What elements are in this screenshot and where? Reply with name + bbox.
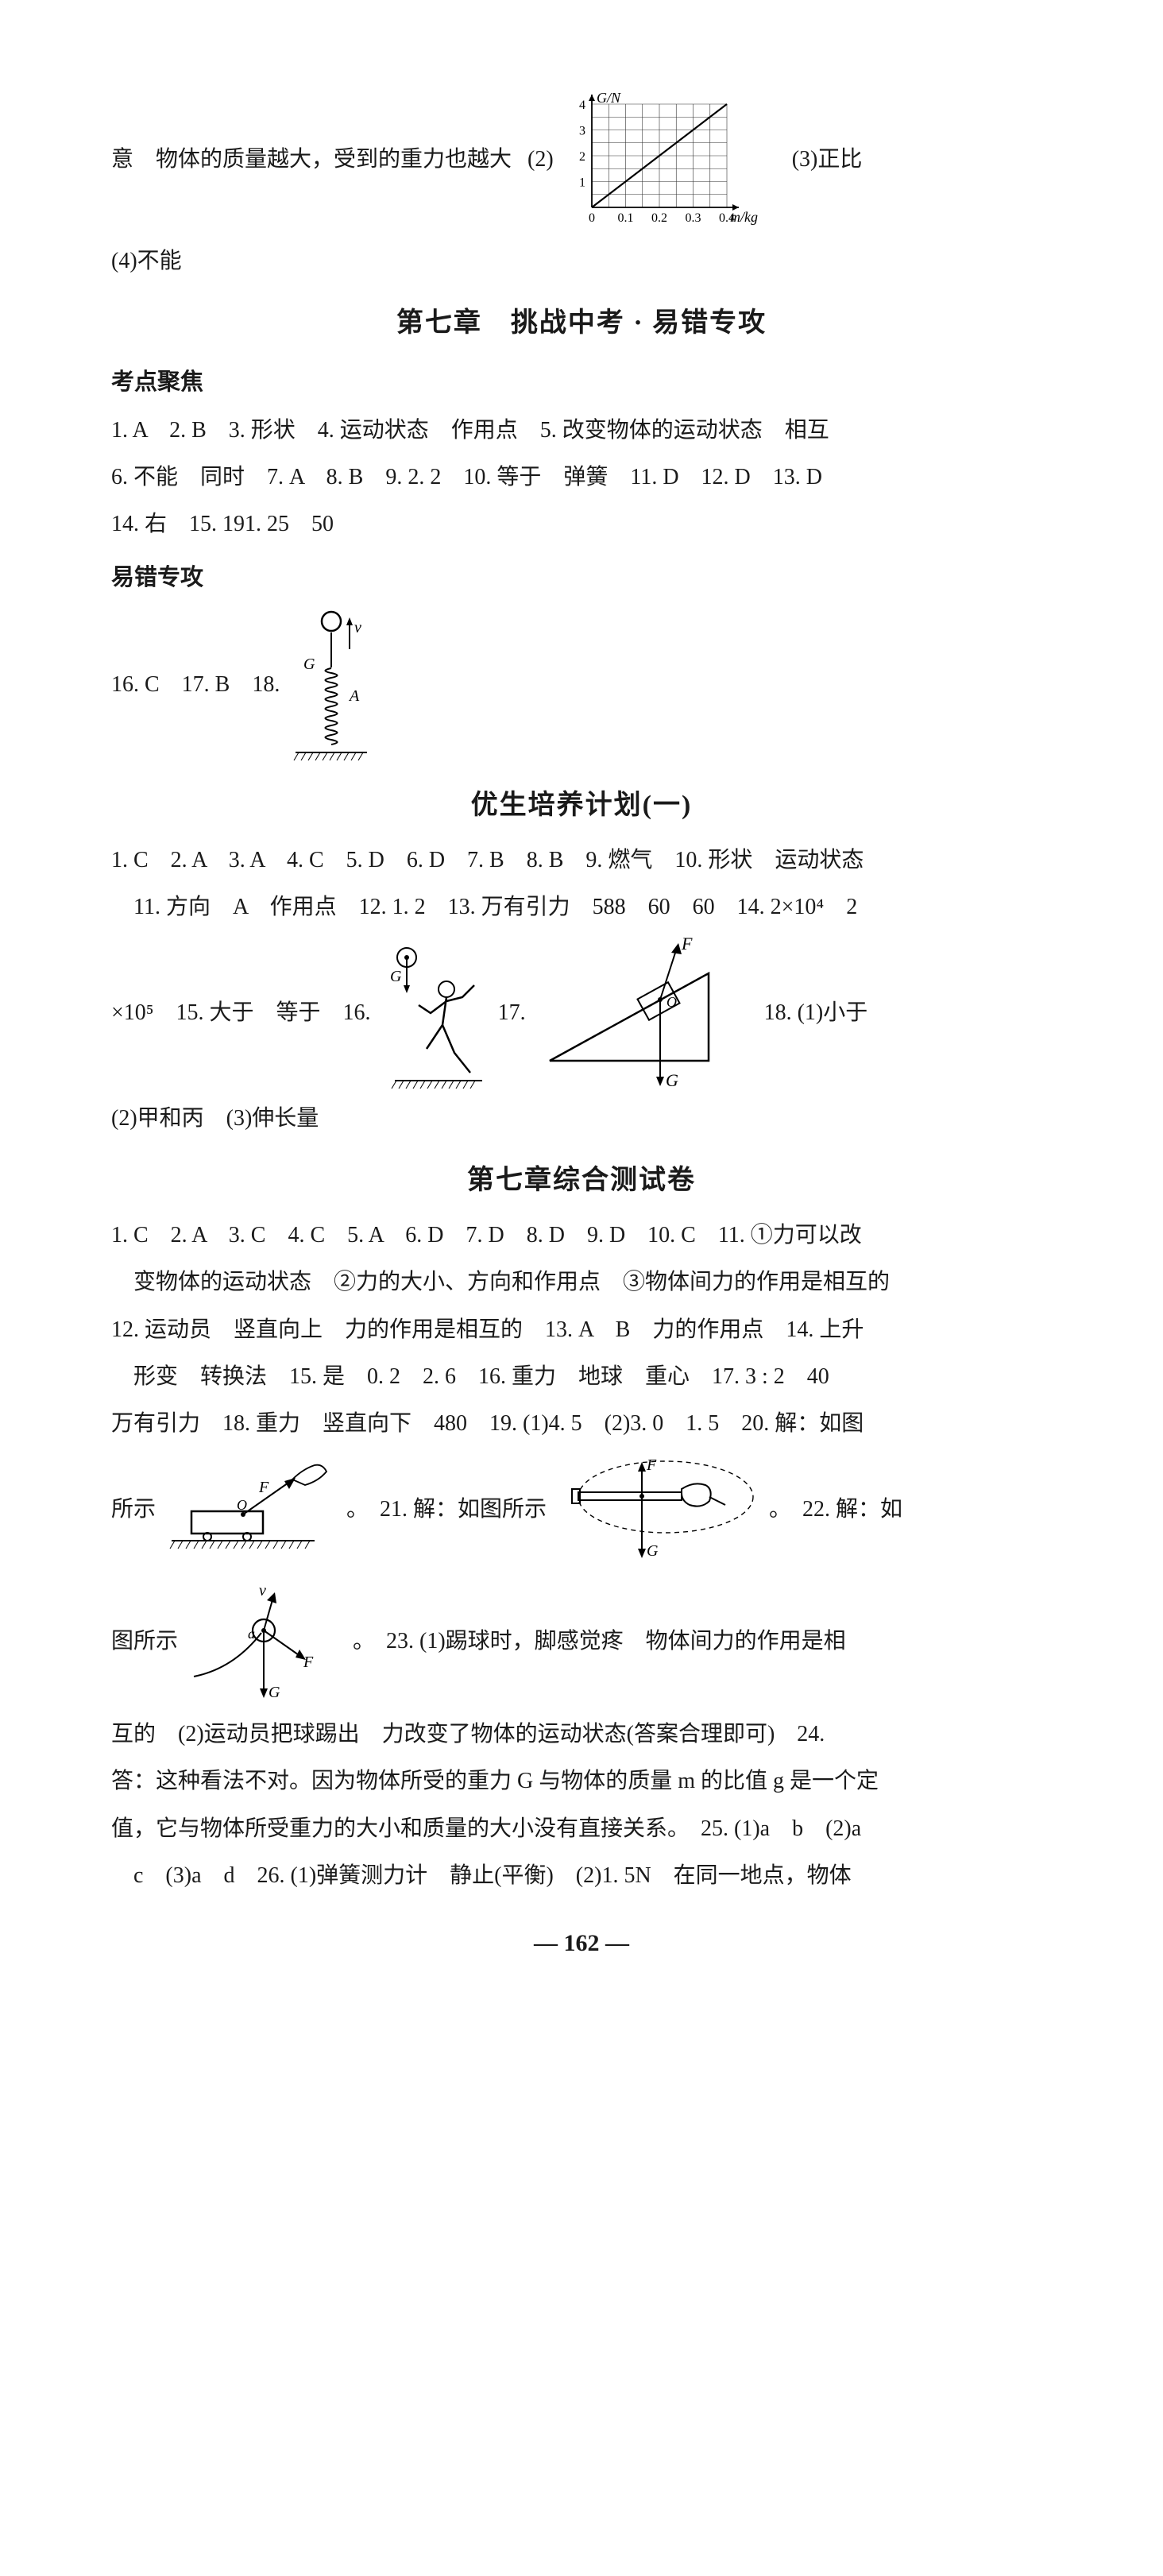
hand-figure: FG <box>554 1449 761 1568</box>
p1-l3post: 18. (1)小于 <box>764 992 868 1034</box>
svg-text:F: F <box>646 1456 657 1474</box>
t-l6mid: 。 21. 解：如图所示 <box>346 1488 547 1530</box>
svg-text:A: A <box>348 687 360 705</box>
svg-text:v: v <box>259 1582 266 1599</box>
p1-l3pre: ×10⁵ 15. 大于 等于 16. <box>111 992 371 1034</box>
kd-l2: 6. 不能 同时 7. A 8. B 9. 2. 2 10. 等于 弹簧 11.… <box>111 456 1052 498</box>
svg-text:G/N: G/N <box>597 90 621 106</box>
t-l6: 所示 OF 。 21. 解：如图所示 FG 。 22. 解：如 <box>111 1449 1052 1568</box>
t-l7post: 。 23. (1)踢球时，脚感觉疼 物体间力的作用是相 <box>353 1620 846 1662</box>
p1-l2: 11. 方向 A 作用点 12. 1. 2 13. 万有引力 588 60 60… <box>111 886 1052 928</box>
svg-text:G: G <box>269 1684 280 1701</box>
t-l8: 互的 (2)运动员把球踢出 力改变了物体的运动状态(答案合理即可) 24. <box>111 1713 1052 1755</box>
test-heading: 第七章综合测试卷 <box>111 1155 1052 1207</box>
svg-text:0.2: 0.2 <box>651 211 667 225</box>
svg-text:O: O <box>667 994 677 1010</box>
t-l1: 1. C 2. A 3. C 4. C 5. A 6. D 7. D 8. D … <box>111 1214 1052 1256</box>
t-l7pre: 图所示 <box>111 1620 178 1662</box>
svg-text:G: G <box>303 656 315 673</box>
ch7-heading: 第七章 挑战中考 · 易错专攻 <box>111 298 1052 350</box>
svg-text:a: a <box>248 1626 255 1642</box>
plan1-heading: 优生培养计划(一) <box>111 780 1052 832</box>
t-l2: 变物体的运动状态 ②力的大小、方向和作用点 ③物体间力的作用是相互的 <box>111 1261 1052 1303</box>
svg-text:G: G <box>390 968 402 985</box>
svg-text:0: 0 <box>589 211 595 225</box>
svg-text:4: 4 <box>579 99 585 112</box>
svg-text:2: 2 <box>579 150 585 164</box>
svg-text:G: G <box>666 1070 678 1090</box>
t-l3: 12. 运动员 竖直向上 力的作用是相互的 13. A B 力的作用点 14. … <box>111 1309 1052 1351</box>
p1-l3mid: 17. <box>498 992 526 1034</box>
svg-text:0.3: 0.3 <box>685 211 701 225</box>
top-q3: (3)正比 <box>792 138 863 180</box>
svg-text:3: 3 <box>579 125 585 138</box>
t-l10: 值，它与物体所受重力的大小和质量的大小没有直接关系。 25. (1)a b (2… <box>111 1808 1052 1850</box>
cart-figure: OF <box>164 1457 338 1561</box>
incline-figure: O F G <box>534 934 724 1093</box>
yicuo-head: 易错专攻 <box>111 556 1052 600</box>
t-l6post: 。 22. 解：如 <box>769 1488 902 1530</box>
yc-row: 16. C 17. B 18. v G A <box>111 605 1052 764</box>
kd-l1: 1. A 2. B 3. 形状 4. 运动状态 作用点 5. 改变物体的运动状态… <box>111 409 1052 451</box>
svg-text:G: G <box>647 1542 659 1560</box>
top-row: 意 物体的质量越大，受到的重力也越大 (2) G/Nm/kg00.10.20.3… <box>111 84 1052 235</box>
top-prefix: 意 <box>111 138 133 180</box>
gn-chart: G/Nm/kg00.10.20.30.41234 <box>562 84 768 235</box>
t-l7: 图所示 a v F G 。 23. (1)踢球时，脚感觉疼 物体间力的作用是相 <box>111 1573 1052 1708</box>
t-l9: 答：这种看法不对。因为物体所受的重力 G 与物体的质量 m 的比值 g 是一个定 <box>111 1760 1052 1802</box>
t-l11: c (3)a d 26. (1)弹簧测力计 静止(平衡) (2)1. 5N 在同… <box>111 1855 1052 1897</box>
page-number: — 162 — <box>111 1920 1052 1966</box>
t-l4: 形变 转换法 15. 是 0. 2 2. 6 16. 重力 地球 重心 17. … <box>111 1356 1052 1398</box>
kick-figure: G <box>379 938 490 1089</box>
ball-figure: a v F G <box>186 1573 345 1708</box>
p1-l1: 1. C 2. A 3. A 4. C 5. D 6. D 7. B 8. B … <box>111 839 1052 881</box>
t-l5: 万有引力 18. 重力 竖直向下 480 19. (1)4. 5 (2)3. 0… <box>111 1402 1052 1445</box>
p1-l4: (2)甲和丙 (3)伸长量 <box>111 1097 1052 1139</box>
svg-text:F: F <box>303 1654 314 1671</box>
top-q4: (4)不能 <box>111 240 1052 282</box>
top-q2: (2) <box>527 138 554 180</box>
spring-figure: v G A <box>288 605 383 764</box>
svg-text:0.4: 0.4 <box>719 211 735 225</box>
kd-l3: 14. 右 15. 191. 25 50 <box>111 503 1052 545</box>
svg-text:O: O <box>237 1497 247 1513</box>
p1-l3: ×10⁵ 15. 大于 等于 16. G 17. O F G 18. (1)小于 <box>111 934 1052 1093</box>
svg-text:v: v <box>354 619 361 636</box>
yc-pre: 16. C 17. B 18. <box>111 663 280 706</box>
svg-text:0.1: 0.1 <box>617 211 633 225</box>
top-text1: 物体的质量越大，受到的重力也越大 <box>156 138 512 180</box>
t-l6pre: 所示 <box>111 1488 156 1530</box>
svg-text:1: 1 <box>579 176 585 190</box>
svg-text:F: F <box>258 1479 269 1496</box>
kaodian-head: 考点聚焦 <box>111 361 1052 404</box>
svg-text:F: F <box>681 934 693 953</box>
